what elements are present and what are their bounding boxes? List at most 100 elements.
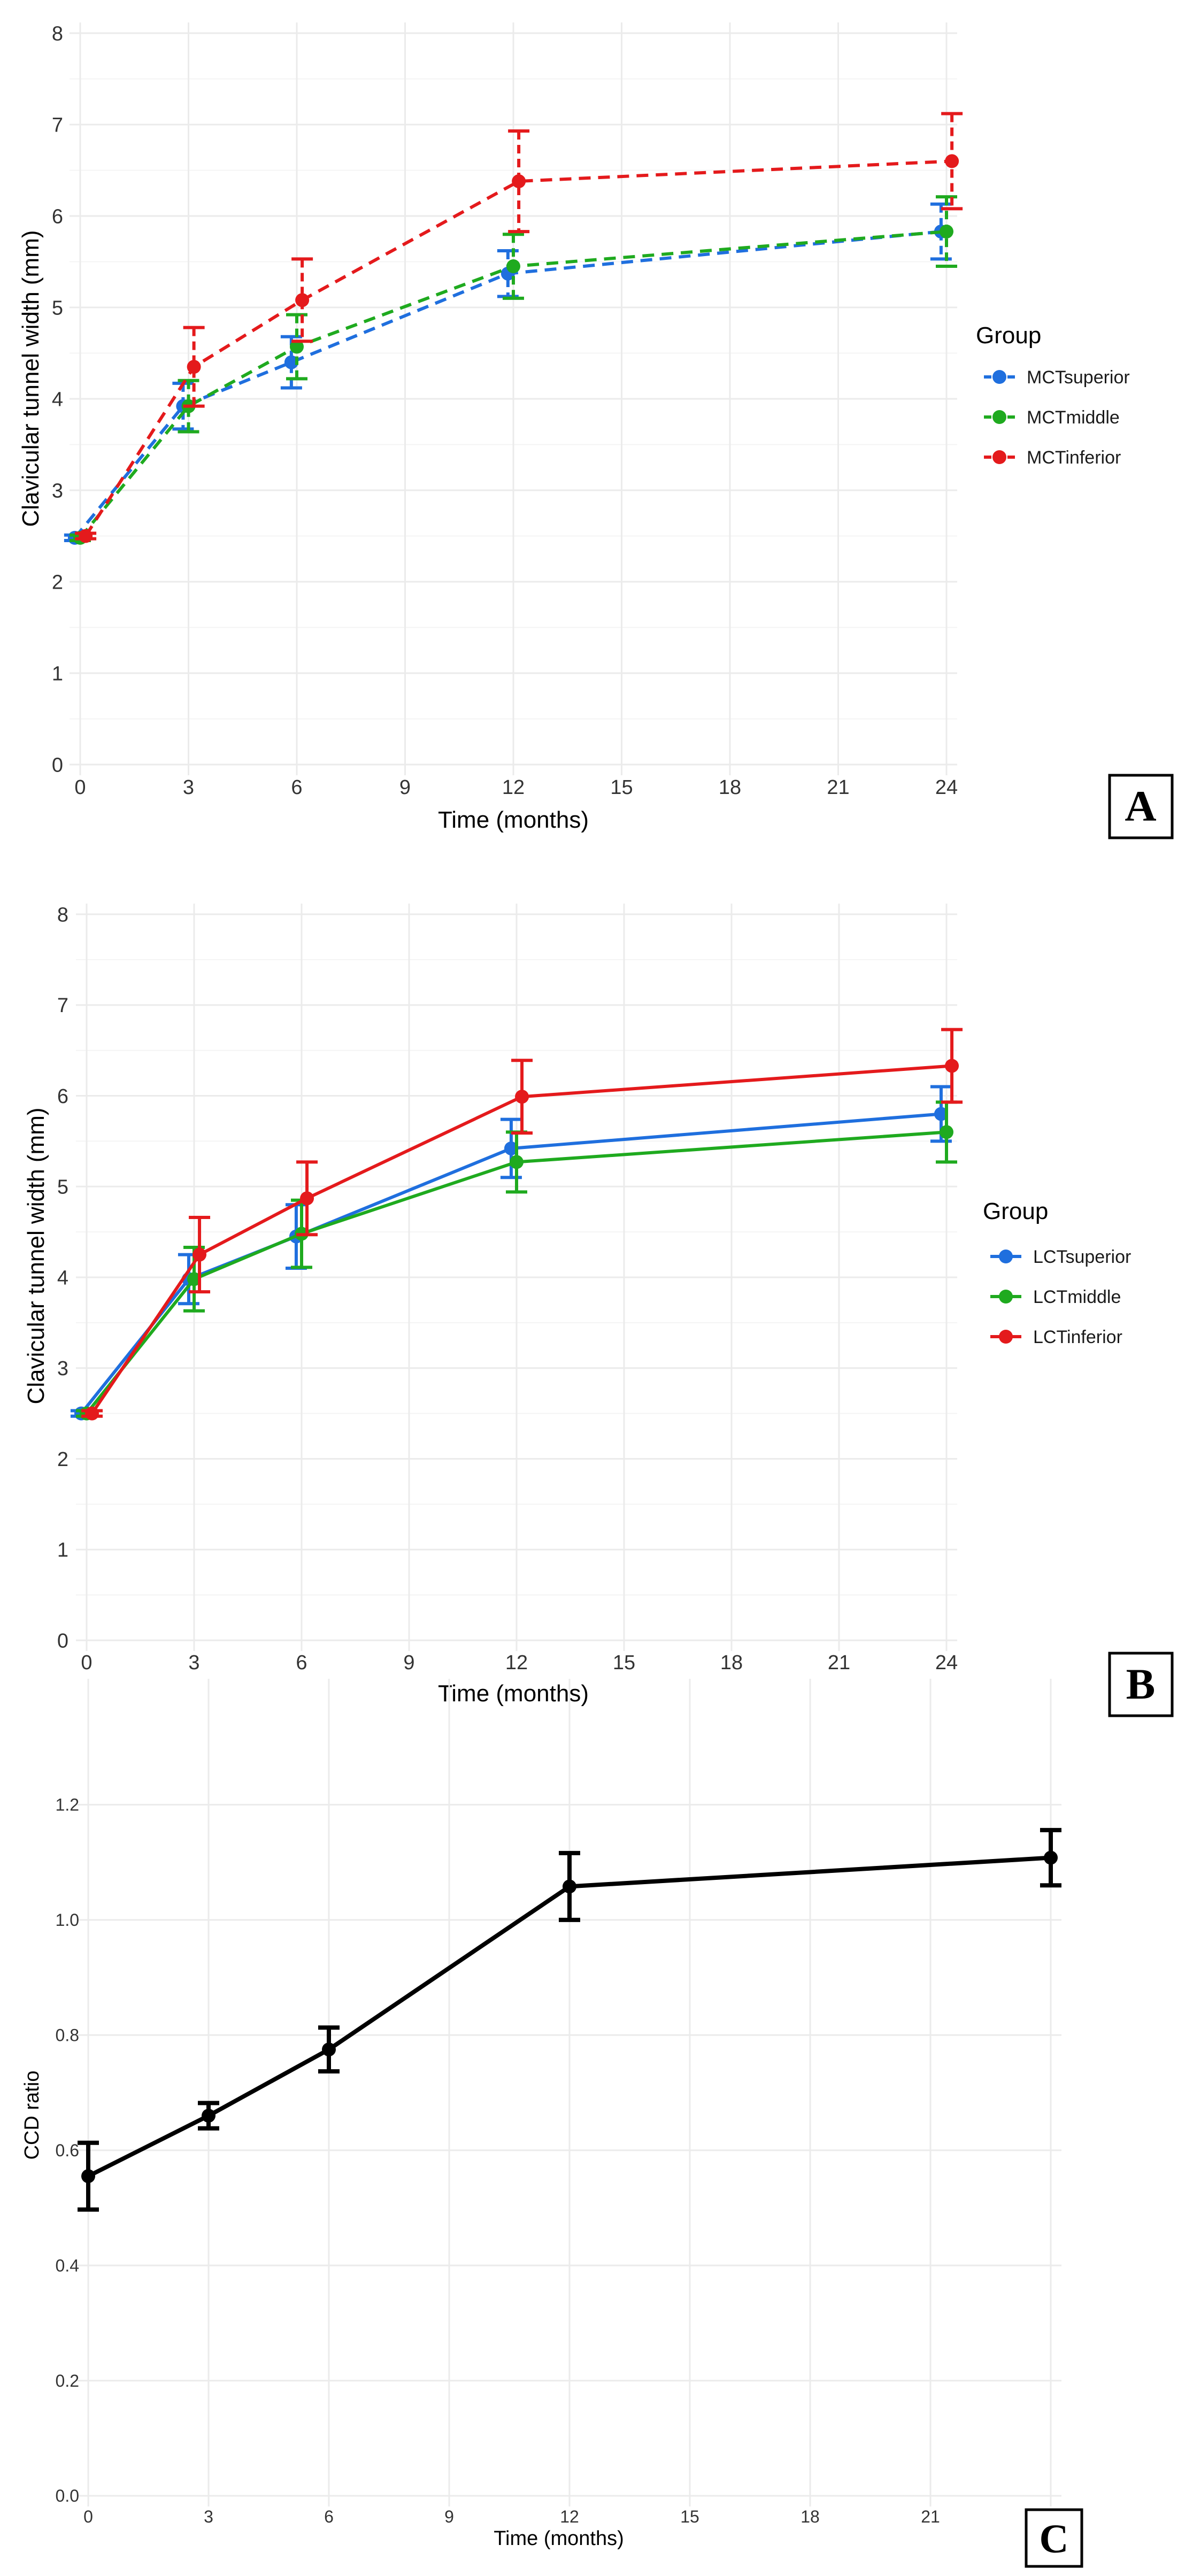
panel-b-xlabel: Time (months)	[438, 1680, 589, 1707]
legend-key-point	[992, 450, 1006, 464]
data-point	[1044, 1850, 1058, 1865]
y-tick-label: 1.0	[56, 1910, 79, 1930]
panel-a-series	[64, 112, 963, 545]
error-bar	[508, 129, 530, 234]
x-tick-label: 12	[505, 1652, 528, 1674]
series-MCTsuperior	[64, 202, 952, 545]
x-tick-label: 18	[801, 2507, 820, 2526]
y-tick-label: 6	[52, 205, 63, 228]
x-tick-label: 15	[613, 1652, 635, 1674]
x-tick-label: 21	[827, 776, 849, 799]
data-point	[512, 174, 526, 189]
data-point	[290, 340, 304, 354]
panel-b-label-box	[1108, 1652, 1174, 1717]
x-tick-label: 3	[188, 1652, 199, 1674]
x-tick-label: 9	[403, 1652, 414, 1674]
legend-key-point	[999, 1330, 1013, 1344]
x-tick-label: 24	[935, 776, 958, 799]
y-tick-label: 1.2	[56, 1795, 79, 1815]
x-tick-label: 0	[81, 1652, 92, 1674]
panel-a-label: A	[1125, 782, 1156, 830]
panel-c-label-box	[1025, 2508, 1083, 2568]
x-tick-label: 15	[610, 776, 633, 799]
legend-entry: MCTmiddle	[984, 407, 1120, 428]
data-point	[515, 1090, 529, 1104]
legend-label: MCTinferior	[1027, 448, 1121, 468]
y-tick-label: 0.8	[56, 2025, 79, 2045]
data-point	[945, 154, 959, 168]
panel-b-legend: Group LCTsuperior LCTmiddle LCTinferior	[983, 1198, 1131, 1347]
data-point	[284, 355, 298, 369]
legend-label: MCTmiddle	[1027, 407, 1120, 428]
legend-label: LCTinferior	[1033, 1327, 1122, 1347]
data-point	[940, 225, 953, 239]
panel-c-series	[78, 1827, 1061, 2212]
data-point	[295, 293, 310, 307]
y-tick-label: 2	[57, 1448, 68, 1471]
x-tick-label: 0	[74, 776, 86, 799]
legend-entry: LCTsuperior	[990, 1247, 1131, 1267]
legend-entry: LCTinferior	[990, 1327, 1122, 1347]
y-tick-label: 2	[52, 571, 63, 593]
series-MCTmiddle	[70, 195, 957, 545]
panel-a-legend-title: Group	[976, 322, 1041, 349]
panel-a-label-box	[1108, 774, 1174, 839]
legend-label: MCTsuperior	[1027, 367, 1130, 388]
panel-c-label: C	[1040, 2517, 1069, 2562]
data-point	[504, 1141, 518, 1155]
y-tick-label: 7	[57, 994, 68, 1017]
data-point	[300, 1191, 314, 1206]
data-point	[187, 1272, 201, 1286]
x-tick-label: 21	[921, 2507, 940, 2526]
panel-c-xlabel: Time (months)	[494, 2527, 624, 2550]
panel-b-legend-entries: LCTsuperior LCTmiddle LCTinferior	[990, 1247, 1131, 1347]
panel-a-grid	[70, 22, 957, 775]
x-tick-label: 18	[719, 776, 741, 799]
y-tick-label: 8	[52, 22, 63, 45]
x-tick-label: 9	[399, 776, 411, 799]
y-tick-label: 0.4	[56, 2256, 79, 2275]
data-point	[945, 1059, 959, 1073]
legend-key-point	[999, 1250, 1013, 1263]
legend-key-point	[992, 410, 1006, 424]
panel-a-xlabel: Time (months)	[438, 807, 589, 833]
x-tick-label: 12	[560, 2507, 579, 2526]
error-bar	[291, 257, 313, 343]
y-tick-label: 0.0	[56, 2486, 79, 2505]
error-bar	[178, 379, 199, 434]
y-tick-label: 1	[57, 1539, 68, 1562]
data-point	[940, 1125, 953, 1139]
data-point	[193, 1247, 207, 1262]
panel-b-legend-title: Group	[983, 1198, 1048, 1224]
panel-b-grid	[76, 904, 957, 1651]
panel-a-legend-entries: MCTsuperior MCTmiddle MCTinferior	[984, 367, 1130, 468]
series-MCTinferior	[75, 112, 963, 543]
y-tick-label: 4	[57, 1267, 68, 1289]
data-point	[322, 2042, 336, 2057]
error-bar	[930, 202, 952, 261]
x-tick-label: 3	[204, 2507, 213, 2526]
legend-key-point	[992, 370, 1006, 384]
data-point	[506, 259, 520, 274]
legend-entry: MCTsuperior	[984, 367, 1130, 388]
x-tick-label: 12	[502, 776, 525, 799]
series-LCTinferior	[81, 1028, 963, 1421]
data-point	[81, 2169, 95, 2184]
data-point	[934, 1107, 948, 1121]
x-tick-label: 21	[828, 1652, 850, 1674]
y-tick-label: 7	[52, 114, 63, 136]
data-point	[85, 1406, 99, 1421]
x-tick-label: 24	[935, 1652, 958, 1674]
y-tick-label: 5	[57, 1176, 68, 1199]
y-tick-label: 0.2	[56, 2371, 79, 2390]
legend-entry: MCTinferior	[984, 448, 1121, 468]
series-CCD ratio	[78, 1827, 1061, 2212]
legend-entry: LCTmiddle	[990, 1287, 1121, 1307]
y-tick-label: 0.6	[56, 2141, 79, 2160]
panel-a-ylabel: Clavicular tunnel width (mm)	[18, 230, 44, 527]
